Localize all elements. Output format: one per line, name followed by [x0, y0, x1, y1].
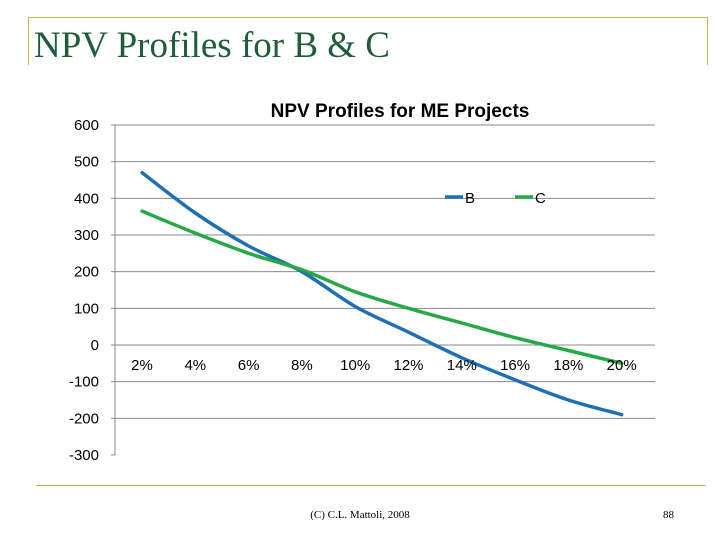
footer-copyright: (C) C.L. Mattoli, 2008: [310, 509, 410, 521]
y-tick-label: 500: [74, 154, 99, 171]
title-frame-top-rule: [28, 17, 708, 18]
slide-title: NPV Profiles for B & C: [34, 25, 390, 66]
title-frame-right-rule: [707, 17, 708, 65]
axes: [111, 124, 655, 456]
y-tick-label: 300: [74, 227, 99, 244]
x-tick-label: 10%: [340, 357, 370, 374]
x-tick-label: 16%: [500, 357, 530, 374]
y-tick-label: -100: [69, 374, 99, 391]
x-tick-label: 2%: [131, 357, 153, 374]
y-tick-label: -300: [69, 447, 99, 464]
series-line-b: [140, 170, 624, 417]
footer-rule: [36, 485, 706, 486]
y-tick-label: 600: [74, 117, 99, 134]
legend-label-b: B: [465, 190, 475, 207]
labels: NPV Profiles for ME Projects -300 -200 -10…: [69, 101, 637, 464]
y-tick-label: 0: [91, 337, 99, 354]
y-tick-label: 200: [74, 264, 99, 281]
legend-label-c: C: [535, 190, 546, 207]
x-tick-label: 8%: [291, 357, 313, 374]
chart-title: NPV Profiles for ME Projects: [271, 101, 530, 122]
y-tick-label: 400: [74, 190, 99, 207]
x-tick-label: 20%: [607, 357, 637, 374]
y-tick-label: 100: [74, 300, 99, 317]
x-tick-label: 4%: [184, 357, 206, 374]
page-number: 88: [663, 509, 674, 521]
title-frame-left-rule: [28, 17, 29, 65]
series: [140, 170, 624, 417]
x-tick-label: 18%: [553, 357, 583, 374]
x-tick-label: 14%: [447, 357, 477, 374]
y-tick-label: -200: [69, 410, 99, 427]
x-tick-label: 6%: [238, 357, 260, 374]
series-line-c: [140, 209, 624, 366]
x-tick-label: 12%: [393, 357, 423, 374]
gridlines: [115, 124, 655, 419]
